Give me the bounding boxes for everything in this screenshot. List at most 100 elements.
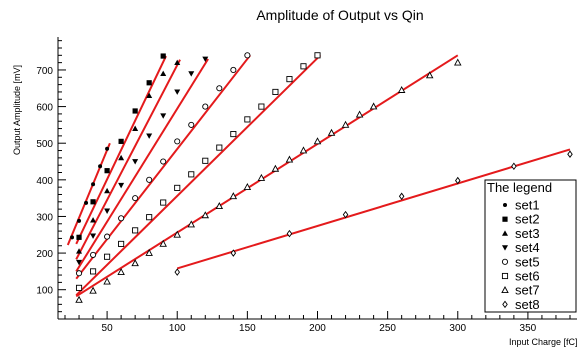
- point-set3: [132, 125, 139, 131]
- point-set7: [285, 155, 294, 163]
- fit-line-set4: [75, 58, 209, 272]
- y-tick-label: 400: [36, 176, 53, 187]
- legend: The legend set1set2set3set4set5set6set7s…: [484, 179, 577, 313]
- point-set6: [272, 88, 279, 95]
- point-set6: [258, 103, 265, 110]
- point-set6: [216, 144, 223, 151]
- point-set2: [118, 138, 124, 144]
- point-set7: [355, 110, 364, 118]
- legend-entry-set7: set7: [515, 283, 540, 298]
- x-axis-label: Input Charge [fC]: [509, 337, 578, 347]
- point-set4: [174, 89, 181, 95]
- point-set6: [202, 157, 209, 164]
- point-set1: [98, 164, 103, 169]
- x-tick-label: 100: [169, 323, 186, 334]
- point-set6: [146, 214, 153, 221]
- point-set5: [146, 176, 153, 183]
- point-set5: [160, 158, 167, 165]
- fit-line-set3: [75, 59, 181, 260]
- point-set6: [90, 268, 97, 275]
- point-set7: [454, 58, 462, 66]
- point-set6: [286, 76, 293, 83]
- point-set5: [118, 215, 125, 222]
- point-set8: [511, 162, 517, 171]
- legend-entry-set3: set3: [515, 226, 540, 241]
- point-set5: [132, 195, 139, 202]
- legend-marker-set7: [501, 286, 509, 294]
- point-set3: [118, 154, 125, 161]
- point-set7: [327, 128, 336, 136]
- series-set2: [76, 53, 166, 240]
- axes: 50 100 150 200 250 300 350 100 200 300 400 500 600 70…: [36, 37, 577, 334]
- legend-entry-set8: set8: [515, 297, 540, 312]
- x-tick-label: 350: [520, 323, 537, 334]
- point-set8: [286, 229, 293, 238]
- legend-marker-set2: [502, 216, 508, 222]
- y-tick-label: 500: [36, 139, 53, 150]
- fit-line-set8: [176, 148, 571, 270]
- point-set7: [229, 192, 238, 200]
- point-set4: [76, 259, 83, 266]
- legend-entry-set6: set6: [515, 269, 540, 284]
- point-set2: [146, 80, 152, 86]
- point-set7: [75, 295, 83, 303]
- point-set5: [230, 66, 237, 74]
- point-set7: [215, 202, 224, 210]
- legend-entry-set1: set1: [515, 198, 540, 213]
- point-set6: [104, 253, 111, 260]
- y-axis-label: Output Amplitude [mV]: [12, 65, 22, 155]
- series-set1: [70, 146, 110, 240]
- point-set6: [188, 171, 195, 178]
- fit-lines: [66, 54, 571, 298]
- data-points: [70, 52, 573, 303]
- y-tick-label: 300: [36, 212, 53, 223]
- point-set8: [398, 192, 405, 201]
- point-set2: [132, 108, 138, 114]
- point-set7: [159, 239, 167, 247]
- point-set6: [230, 131, 237, 138]
- point-set8: [342, 210, 349, 219]
- legend-box: [484, 179, 577, 313]
- point-set5: [216, 85, 223, 92]
- x-tick-label: 200: [309, 323, 326, 334]
- point-set3: [174, 59, 181, 66]
- point-set1: [77, 218, 82, 223]
- fit-line-set6: [75, 54, 322, 296]
- point-set1: [91, 182, 96, 187]
- point-set6: [174, 184, 181, 191]
- point-set2: [90, 199, 96, 205]
- x-tick-label: 150: [239, 323, 256, 334]
- point-set6: [314, 52, 321, 59]
- fit-line-set5: [75, 54, 251, 280]
- point-set5: [75, 270, 83, 277]
- series-set4: [76, 56, 209, 266]
- point-set7: [117, 267, 125, 275]
- point-set4: [160, 113, 167, 119]
- point-set5: [202, 103, 209, 110]
- point-set7: [131, 259, 139, 267]
- point-set7: [103, 277, 111, 285]
- y-tick-label: 700: [36, 66, 53, 77]
- legend-marker-set4: [502, 245, 508, 251]
- point-set7: [89, 286, 97, 294]
- y-tick-label: 600: [36, 103, 53, 114]
- point-set7: [299, 146, 308, 154]
- point-set2: [104, 168, 110, 174]
- point-set7: [369, 102, 378, 110]
- point-set3: [146, 92, 153, 98]
- chart-title: Amplitude of Output vs Qin: [256, 7, 423, 23]
- legend-entry-set2: set2: [515, 212, 540, 227]
- fit-line-set2: [75, 55, 167, 245]
- point-set4: [132, 159, 139, 165]
- point-set7: [313, 137, 322, 145]
- point-set4: [188, 71, 195, 77]
- point-set4: [90, 233, 97, 239]
- point-set8: [455, 176, 461, 185]
- legend-entry-set4: set4: [515, 240, 540, 255]
- point-set3: [160, 70, 167, 77]
- point-set6: [75, 284, 83, 291]
- point-set6: [160, 199, 167, 206]
- x-tick-label: 300: [449, 323, 466, 334]
- point-set5: [244, 52, 251, 59]
